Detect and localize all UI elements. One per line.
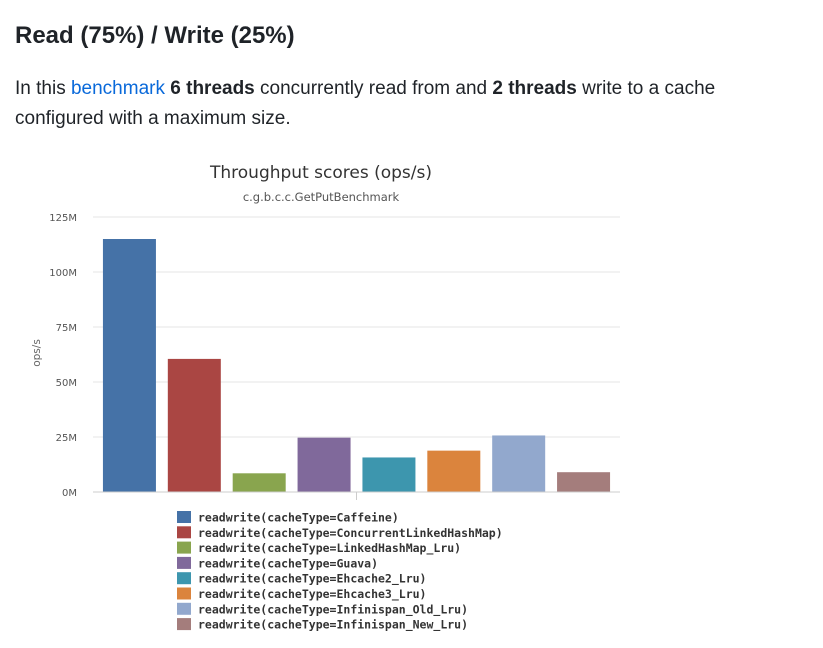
y-axis-ticks: 0M 25M 50M 75M 100M 125M (49, 213, 77, 499)
legend-item-label[interactable]: readwrite(cacheType=Infinispan_Old_Lru) (198, 602, 468, 617)
legend-item-label[interactable]: readwrite(cacheType=ConcurrentLinkedHash… (198, 526, 503, 540)
legend[interactable]: readwrite(cacheType=Caffeine)readwrite(c… (177, 511, 503, 633)
bar[interactable] (167, 358, 221, 492)
legend-swatch[interactable] (177, 602, 191, 615)
bar[interactable] (102, 239, 156, 492)
bar[interactable] (492, 435, 546, 492)
legend-swatch[interactable] (177, 511, 191, 523)
intro-text: concurrently read from and (254, 78, 493, 99)
intro-bold-read-threads: 6 threads (170, 78, 255, 99)
legend-swatch[interactable] (177, 526, 191, 539)
legend-item-label[interactable]: readwrite(cacheType=Guava) (198, 556, 378, 570)
legend-swatch[interactable] (177, 572, 191, 585)
legend-item-label[interactable]: readwrite(cacheType=Caffeine) (198, 511, 399, 525)
legend-swatch[interactable] (177, 556, 191, 569)
y-tick-label: 25M (56, 433, 77, 444)
legend-item-label[interactable]: readwrite(cacheType=Ehcache2_Lru) (198, 572, 426, 587)
intro-text: write to a cache configured with a maxim… (15, 78, 716, 129)
bar[interactable] (427, 450, 481, 492)
y-axis-label: ops/s (31, 339, 43, 367)
y-tick-label: 0M (62, 488, 77, 499)
x-axis (93, 491, 620, 500)
benchmark-link[interactable]: benchmark (70, 78, 165, 99)
section-heading: Read (75%) / Write (25%) (15, 22, 295, 49)
y-tick-label: 100M (49, 268, 77, 279)
bar[interactable] (557, 472, 611, 492)
bars (102, 239, 611, 492)
intro-paragraph: In this benchmark 6 threads concurrently… (15, 74, 805, 134)
bar[interactable] (362, 457, 416, 492)
legend-item-label[interactable]: readwrite(cacheType=Infinispan_New_Lru) (198, 618, 468, 633)
legend-swatch[interactable] (177, 618, 191, 631)
legend-swatch[interactable] (177, 587, 191, 600)
chart-title: Throughput scores (ops/s) (209, 163, 432, 183)
bar[interactable] (232, 473, 286, 492)
y-tick-label: 75M (56, 323, 77, 334)
chart-subtitle: c.g.b.c.c.GetPutBenchmark (243, 190, 400, 204)
bar[interactable] (297, 437, 351, 492)
intro-bold-write-threads: 2 threads (492, 78, 577, 99)
legend-item-label[interactable]: readwrite(cacheType=LinkedHashMap_Lru) (198, 541, 461, 556)
legend-item-label[interactable]: readwrite(cacheType=Ehcache3_Lru) (198, 587, 426, 602)
y-tick-label: 50M (56, 378, 77, 389)
legend-swatch[interactable] (177, 541, 191, 554)
y-tick-label: 125M (49, 213, 77, 224)
intro-text: In this (15, 78, 71, 99)
